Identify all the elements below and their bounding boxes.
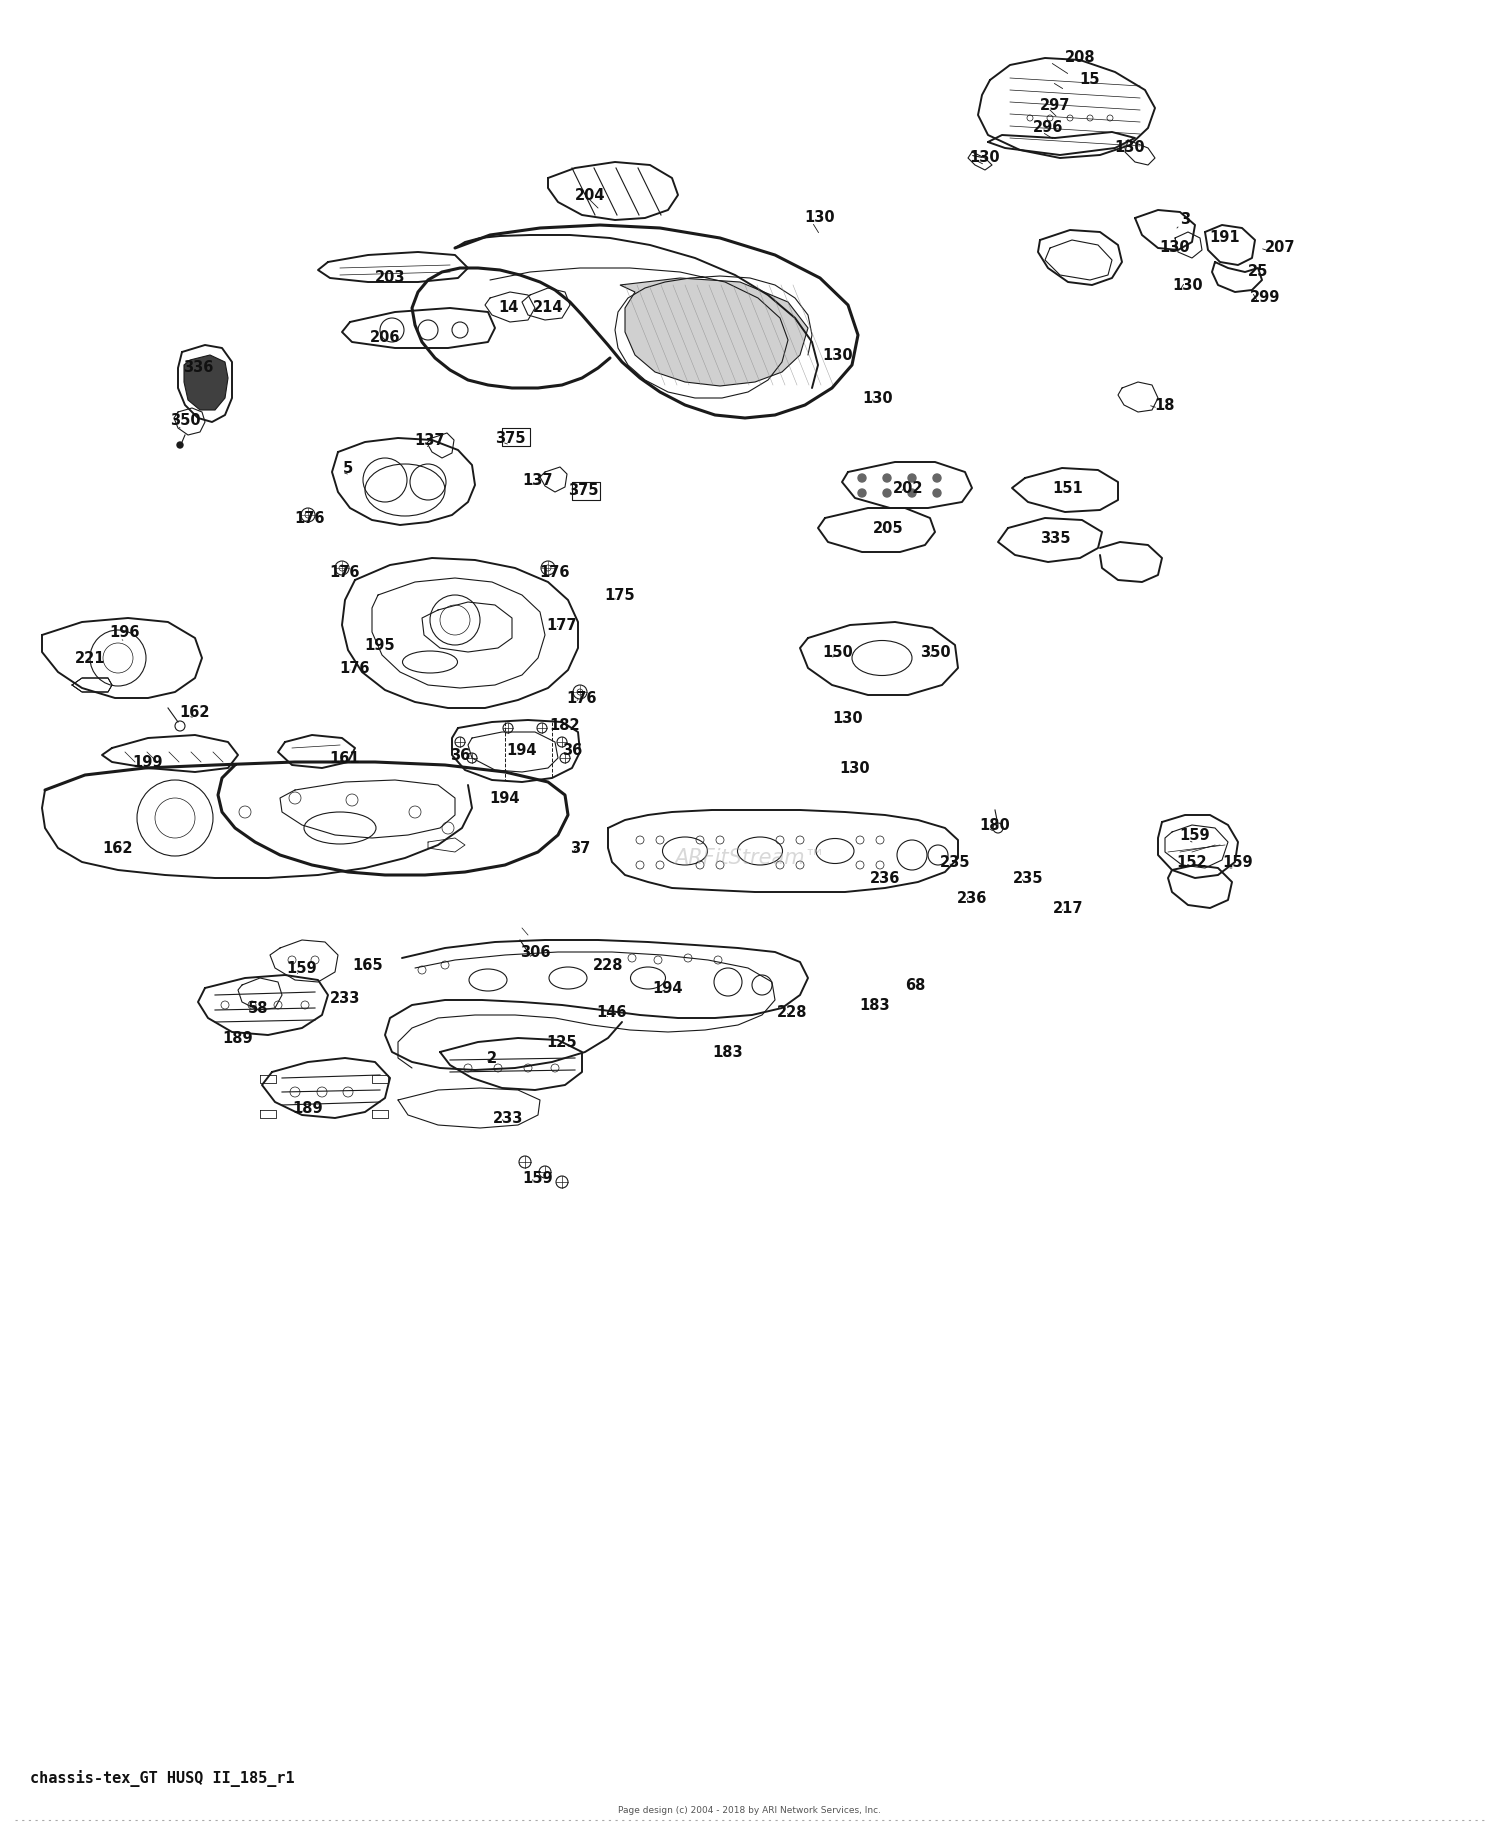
Text: 183: 183 [712, 1044, 744, 1059]
Text: 36: 36 [562, 743, 582, 758]
Text: 233: 233 [494, 1110, 524, 1125]
Polygon shape [620, 277, 809, 385]
Text: 228: 228 [592, 958, 624, 973]
Text: 235: 235 [939, 855, 970, 870]
Text: 202: 202 [892, 481, 922, 495]
Text: 25: 25 [1248, 264, 1268, 279]
Text: 207: 207 [1264, 240, 1294, 255]
Text: 228: 228 [777, 1004, 807, 1020]
Text: 159: 159 [1222, 855, 1254, 870]
Text: 204: 204 [574, 187, 604, 202]
Text: 236: 236 [957, 890, 987, 905]
Text: 203: 203 [375, 270, 405, 286]
Text: chassis-tex_GT HUSQ II_185_r1: chassis-tex_GT HUSQ II_185_r1 [30, 1769, 294, 1787]
Text: 18: 18 [1155, 398, 1176, 413]
Circle shape [858, 473, 865, 483]
Text: 159: 159 [286, 960, 318, 976]
Text: 208: 208 [1065, 51, 1095, 66]
Text: 176: 176 [567, 690, 597, 705]
Text: 58: 58 [248, 1000, 268, 1015]
Text: 182: 182 [549, 717, 580, 732]
Text: 296: 296 [1034, 121, 1064, 136]
Text: 162: 162 [102, 840, 134, 855]
Text: 137: 137 [522, 472, 554, 488]
Text: 194: 194 [652, 980, 682, 996]
Text: 306: 306 [519, 945, 550, 960]
Text: 130: 130 [822, 347, 854, 363]
Text: 297: 297 [1040, 97, 1070, 112]
Text: 206: 206 [369, 330, 400, 345]
Text: ARFitStream™: ARFitStream™ [675, 848, 825, 868]
Text: 159: 159 [1179, 828, 1210, 842]
Text: 205: 205 [873, 521, 903, 536]
Text: Page design (c) 2004 - 2018 by ARI Network Services, Inc.: Page design (c) 2004 - 2018 by ARI Netwo… [618, 1806, 882, 1815]
Text: 196: 196 [110, 624, 141, 640]
Text: 14: 14 [498, 301, 517, 316]
Text: 161: 161 [330, 751, 360, 765]
Text: 159: 159 [522, 1171, 554, 1185]
Circle shape [177, 442, 183, 448]
Text: 130: 130 [1114, 141, 1146, 156]
Text: 183: 183 [859, 998, 891, 1013]
Text: 130: 130 [1160, 240, 1191, 255]
Text: 195: 195 [364, 637, 396, 653]
Text: 335: 335 [1040, 530, 1071, 545]
Text: 235: 235 [1013, 870, 1044, 886]
Circle shape [908, 488, 916, 497]
Text: 130: 130 [833, 710, 864, 725]
Text: 236: 236 [870, 870, 900, 886]
Text: 130: 130 [840, 760, 870, 776]
Text: 233: 233 [330, 991, 360, 1006]
Circle shape [908, 473, 916, 483]
Text: 152: 152 [1176, 855, 1208, 870]
Text: 350: 350 [170, 413, 201, 428]
Text: 199: 199 [132, 754, 164, 769]
Text: 350: 350 [920, 644, 951, 659]
Text: 37: 37 [570, 840, 590, 855]
Text: 336: 336 [183, 360, 213, 376]
Text: 130: 130 [862, 391, 894, 406]
Text: 3: 3 [1180, 213, 1190, 228]
Text: 221: 221 [75, 650, 105, 666]
Text: 150: 150 [822, 644, 854, 659]
Text: 194: 194 [489, 791, 520, 806]
Text: 125: 125 [546, 1035, 578, 1050]
Polygon shape [184, 354, 228, 409]
Text: 217: 217 [1053, 901, 1083, 916]
Text: 36: 36 [450, 747, 470, 763]
Circle shape [884, 473, 891, 483]
Text: 176: 176 [339, 661, 370, 675]
Text: 2: 2 [488, 1050, 496, 1066]
Circle shape [933, 473, 940, 483]
Text: 299: 299 [1250, 290, 1280, 305]
Text: 189: 189 [292, 1101, 324, 1116]
Text: 191: 191 [1209, 231, 1240, 246]
Text: 176: 176 [294, 510, 326, 525]
Circle shape [858, 488, 865, 497]
Text: 68: 68 [904, 978, 926, 993]
Text: 130: 130 [804, 211, 836, 226]
Text: 130: 130 [969, 150, 1000, 165]
Text: 176: 176 [330, 565, 360, 580]
Text: 137: 137 [414, 433, 446, 448]
Text: 130: 130 [1173, 277, 1203, 292]
Text: 175: 175 [604, 587, 636, 602]
Text: 151: 151 [1053, 481, 1083, 495]
Text: 162: 162 [180, 705, 210, 719]
Text: 15: 15 [1080, 73, 1100, 88]
Text: 180: 180 [980, 818, 1011, 833]
Text: 177: 177 [546, 618, 578, 633]
Text: 165: 165 [352, 958, 384, 973]
Circle shape [884, 488, 891, 497]
Text: 189: 189 [222, 1031, 254, 1046]
Circle shape [933, 488, 940, 497]
Text: 176: 176 [540, 565, 570, 580]
Text: 146: 146 [597, 1004, 627, 1020]
Text: 214: 214 [532, 301, 564, 316]
Text: 375: 375 [567, 483, 598, 497]
Text: 375: 375 [495, 431, 525, 446]
Text: 5: 5 [344, 461, 352, 475]
Text: 194: 194 [507, 743, 537, 758]
